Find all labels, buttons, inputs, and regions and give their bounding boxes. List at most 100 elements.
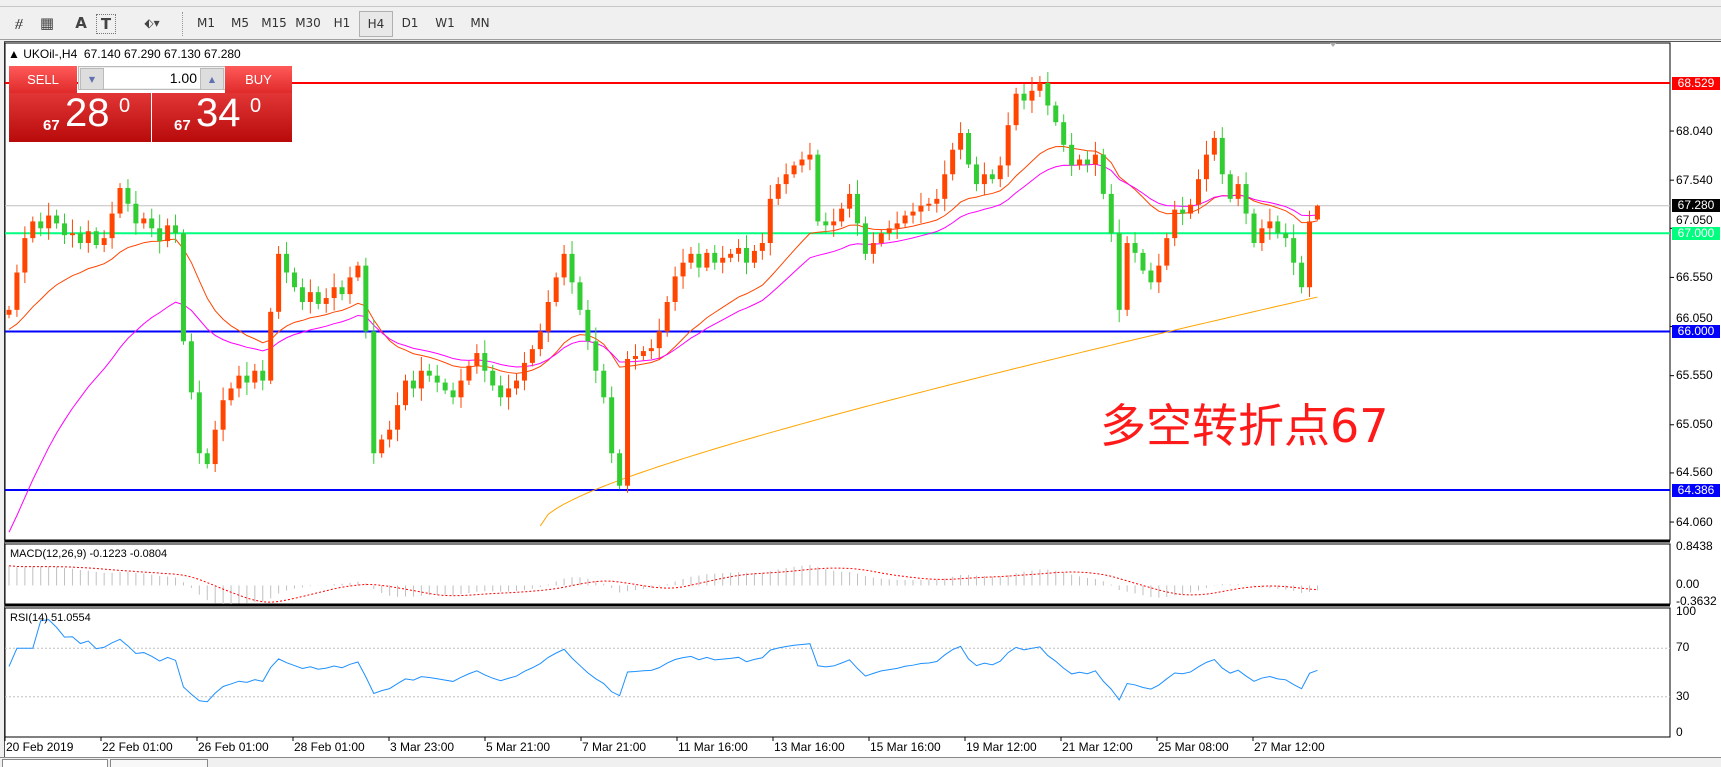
candle-body [291, 272, 297, 288]
buy-button[interactable]: BUY [225, 66, 292, 93]
lot-decrease-button[interactable]: ▼ [80, 68, 104, 90]
candle-body [212, 429, 218, 465]
timeframe-m5-button[interactable]: M5 [231, 16, 249, 30]
candle-body [886, 228, 892, 234]
candle-body [529, 349, 535, 363]
candle-body [22, 238, 28, 273]
candle-body [688, 253, 694, 263]
candle-body [1053, 105, 1059, 123]
timeframe-m15-button[interactable]: M15 [261, 16, 287, 30]
candle-body [355, 265, 361, 278]
time-axis-label: 22 Feb 01:00 [102, 740, 173, 754]
sell-button[interactable]: SELL [9, 66, 77, 93]
price-axis-label: 66.050 [1676, 311, 1713, 325]
candle-body [466, 365, 472, 381]
buy-price-box[interactable]: 67 34 0 [152, 91, 292, 142]
candle-body [1164, 238, 1170, 266]
candle-body [1013, 93, 1019, 126]
arrows-icon[interactable]: ⬖▾ [144, 16, 160, 30]
candle-body [125, 188, 131, 204]
candle-body [1275, 221, 1281, 234]
candle-body [625, 358, 631, 486]
price-line-tag: 67.000 [1672, 227, 1720, 240]
timeframe-d1-button[interactable]: D1 [401, 16, 419, 30]
candle-body [149, 218, 155, 229]
candle-body [728, 253, 734, 258]
candle-body [1196, 179, 1201, 205]
candle-body [196, 392, 202, 454]
sell-price-box[interactable]: 67 28 0 [9, 91, 151, 142]
fibonacci-fan-icon[interactable]: ▦ [39, 14, 55, 32]
candle-body [1156, 265, 1162, 283]
text-icon[interactable]: A [75, 14, 87, 32]
candle-body [458, 380, 464, 398]
main-pane-border [4, 42, 1671, 541]
rsi-axis-label: 30 [1676, 689, 1690, 703]
candle-body [1116, 233, 1122, 310]
lot-size-input[interactable]: 1.00 [104, 68, 200, 88]
candle-body [315, 292, 321, 304]
timeframe-m30-button[interactable]: M30 [295, 16, 321, 30]
macd-axis-label: 0.8438 [1676, 539, 1713, 553]
candle-body [363, 265, 369, 332]
chart-window[interactable] [4, 41, 1721, 758]
candle-body [831, 221, 837, 226]
timeframe-h4-button[interactable]: H4 [359, 11, 393, 37]
candle-body [807, 154, 813, 160]
timeframe-h1-button[interactable]: H1 [333, 16, 351, 30]
candle-body [46, 215, 52, 229]
buy-price-big: 34 [196, 91, 241, 135]
lot-increase-button[interactable]: ▲ [200, 68, 224, 90]
candle-body [1243, 184, 1249, 214]
candle-body [284, 253, 290, 273]
collapse-triangle-icon[interactable]: ▲ [8, 47, 20, 61]
candle-body [54, 215, 60, 224]
sell-price-prefix: 67 [43, 117, 60, 134]
candle-body [1084, 159, 1090, 165]
chart-annotation-text[interactable]: 多空转折点67 [1100, 399, 1389, 453]
lot-size-stepper: ▼ 1.00 ▲ [78, 66, 226, 90]
macd-axis-label: 0.00 [1676, 577, 1700, 591]
candle-body [736, 247, 742, 254]
candle-body [585, 309, 591, 342]
rsi-pane-border [4, 607, 1671, 738]
buy-price-prefix: 67 [174, 117, 191, 134]
candle-body [371, 331, 377, 454]
fibonacci-expansion-icon[interactable]: ⧣ [14, 14, 24, 32]
candle-body [1307, 221, 1313, 288]
price-line-tag: 68.529 [1672, 77, 1720, 90]
candle-body [403, 380, 408, 406]
candle-body [339, 287, 345, 295]
candle-body [878, 233, 884, 244]
candle-body [69, 233, 75, 236]
candle-body [902, 215, 908, 224]
candle-body [85, 231, 91, 244]
candle-body [910, 211, 916, 216]
candle-body [561, 253, 567, 278]
candle-body [1251, 213, 1257, 244]
one-click-trading-panel: SELL ▼ 1.00 ▲ BUY 67 28 0 67 34 0 [9, 66, 292, 142]
time-axis-label: 3 Mar 23:00 [390, 740, 455, 754]
toolbar-separator [182, 12, 185, 36]
candle-body [77, 233, 83, 244]
price-axis-label: 66.550 [1676, 270, 1713, 284]
candle-body [640, 351, 646, 357]
candle-body [751, 250, 757, 263]
candle-body [331, 287, 337, 299]
timeframe-m1-button[interactable]: M1 [197, 16, 215, 30]
candle-body [609, 397, 615, 454]
timeframe-w1-button[interactable]: W1 [435, 16, 455, 30]
chart-symbol-ohlc: UKOil-,H4 67.140 67.290 67.130 67.280 [23, 47, 241, 61]
chart-tab[interactable] [110, 759, 208, 767]
time-axis-label: 7 Mar 21:00 [582, 740, 647, 754]
candle-body [1227, 174, 1233, 199]
candle-body [490, 370, 496, 386]
candle-body [93, 231, 99, 245]
candle-body [1100, 154, 1106, 194]
text-label-icon[interactable]: T [96, 14, 116, 34]
chart-tab[interactable] [2, 759, 108, 767]
candle-body [1283, 233, 1289, 239]
candle-body [482, 353, 488, 371]
timeframe-mn-button[interactable]: MN [470, 16, 490, 30]
